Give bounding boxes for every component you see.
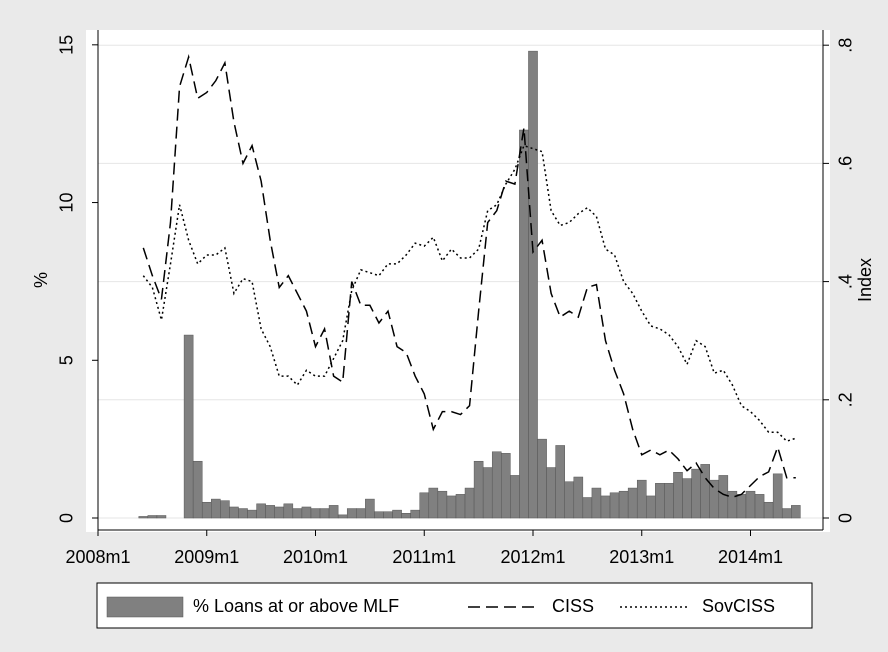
bar [519,129,529,519]
bar [655,483,665,519]
y2-tick-label: 0 [836,513,856,523]
bar [727,490,738,519]
y-tick-label: 5 [57,355,77,365]
bar [573,476,584,519]
bar [365,498,375,519]
bar [501,453,511,519]
bar [247,509,257,519]
y2-tick-label: .8 [836,38,856,53]
bar [383,511,393,519]
bar [310,508,321,519]
bar [356,508,366,519]
bar [374,511,384,519]
legend [96,582,813,629]
bar [600,495,611,519]
bar [328,505,339,519]
y2-tick-label: .6 [836,156,856,171]
bar [646,495,656,519]
bar [419,492,430,519]
bar [292,508,303,519]
bar [346,508,357,519]
bar [772,473,783,519]
bar [265,505,275,519]
bar [274,506,285,519]
bar [229,506,239,519]
bar [636,479,647,519]
bar [201,501,212,519]
bar [138,516,149,519]
bar [673,472,683,519]
bar [754,494,765,519]
bar [564,481,575,519]
bar [220,500,230,519]
bar [781,508,792,519]
y-tick-label: 0 [57,513,77,523]
y-tick-label: 10 [57,193,77,213]
bar [319,508,330,519]
x-tick-label: 2011m1 [392,547,456,567]
bar [664,483,674,519]
bar [238,508,248,519]
bar [609,492,620,519]
bar [337,514,348,519]
bar [401,513,411,519]
bar [582,497,593,519]
bar [410,509,420,519]
bar [192,460,203,519]
bar [691,468,701,519]
x-tick-label: 2008m1 [65,547,130,567]
bar [392,509,402,519]
bar [791,505,801,519]
bar [763,501,774,519]
bar [510,475,520,519]
bar [156,515,167,519]
bar [528,50,538,519]
x-tick-label: 2013m1 [609,547,674,567]
bar [464,487,475,519]
plot-area [86,30,830,532]
bar [256,503,266,519]
bar [537,438,547,519]
bar [283,503,294,519]
x-tick-label: 2014m1 [718,547,783,567]
legend-label: % Loans at or above MLF [193,596,399,616]
y-axis-title: % [31,272,51,288]
bar [428,487,439,519]
y2-axis-title: Index [855,258,875,302]
bar [211,498,221,519]
bar [473,460,484,519]
legend-label: CISS [552,596,594,616]
bar [618,490,629,519]
bar [718,475,729,519]
line [142,54,796,499]
x-tick-label: 2012m1 [500,547,565,567]
bar [555,445,565,519]
bar [591,487,602,519]
bar [745,490,756,519]
bar [627,487,638,519]
legend-swatch [106,596,184,618]
y2-tick-label: .2 [836,392,856,407]
bar [301,506,312,519]
bar [455,494,466,519]
legend-label: SovCISS [702,596,775,616]
bar [682,478,692,519]
bar [446,495,457,519]
bar [491,451,502,519]
bar [736,494,747,519]
x-tick-label: 2010m1 [283,547,348,567]
bar [437,490,448,519]
y-tick-label: 15 [57,35,77,55]
x-tick-label: 2009m1 [174,547,239,567]
y2-tick-label: .4 [836,274,856,289]
bar [546,467,556,519]
bar [482,467,493,519]
bar [183,334,194,519]
bar [147,515,158,519]
